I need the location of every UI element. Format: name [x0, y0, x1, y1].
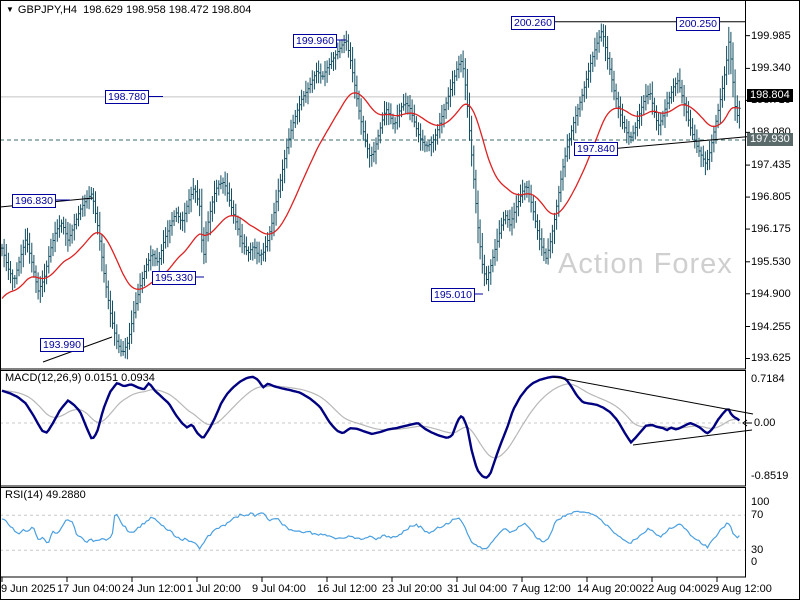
time-axis-label-2[interactable]: 24 Jun 12:00: [122, 583, 186, 595]
time-axis-label-7[interactable]: 31 Jul 04:00: [447, 583, 507, 595]
price-annotation-200-260[interactable]: 200.260: [511, 16, 555, 30]
price-axis-label-194.255[interactable]: 194.255: [751, 320, 791, 333]
time-axis-label-5[interactable]: 16 Jul 12:00: [317, 583, 377, 595]
macd-indicator-label: MACD(12,26,9) 0.0151 0.0934: [5, 372, 155, 384]
ohlc-values: 198.629 198.958 198.472 198.804: [83, 4, 252, 16]
macd-current-marker: [742, 419, 752, 427]
time-axis-label-4[interactable]: 9 Jul 04:00: [252, 583, 306, 595]
price-axis-label-197.435[interactable]: 197.435: [751, 159, 791, 172]
watermark: Action Forex: [558, 248, 733, 280]
chart-title: ▼ GBPJPY,H4 198.629 198.958 198.472 198.8…: [6, 4, 251, 16]
price-annotation-196-830[interactable]: 196.830: [12, 194, 56, 208]
macd-scale-zero[interactable]: 0.00: [754, 417, 776, 429]
time-axis-label-11[interactable]: 29 Aug 12:00: [707, 583, 772, 595]
macd-scale-max[interactable]: 0.7184: [751, 372, 785, 385]
rsi-indicator-label: RSI(14) 49.2880: [5, 489, 86, 501]
time-axis-label-0[interactable]: 9 Jun 2025: [1, 583, 56, 595]
time-axis-label-6[interactable]: 23 Jul 20:00: [382, 583, 442, 595]
time-axis-label-9[interactable]: 14 Aug 20:00: [577, 583, 642, 595]
price-annotation-199-960[interactable]: 199.960: [293, 34, 337, 48]
symbol-dropdown-icon[interactable]: ▼: [6, 5, 14, 14]
time-axis-label-1[interactable]: 17 Jun 04:00: [57, 583, 121, 595]
time-axis-label-8[interactable]: 7 Aug 12:00: [512, 583, 571, 595]
ohlc-bars[interactable]: [0, 23, 741, 360]
price-axis-label-196.175[interactable]: 196.175: [751, 223, 791, 236]
price-annotation-200-250[interactable]: 200.250: [676, 17, 720, 31]
price-axis-label-194.900[interactable]: 194.900: [751, 287, 791, 300]
price-axis-label-199.340[interactable]: 199.340: [751, 62, 791, 75]
macd-scale-min[interactable]: -0.8519: [751, 469, 789, 482]
price-annotation-195-010[interactable]: 195.010: [431, 288, 475, 302]
macd-main-line[interactable]: [1, 375, 741, 479]
rsi-scale-30[interactable]: 30: [751, 544, 764, 557]
macd-wedge-line-0[interactable]: [552, 376, 754, 415]
price-axis-label-193.625[interactable]: 193.625: [751, 352, 791, 365]
time-axis-label-10[interactable]: 22 Aug 04:00: [642, 583, 707, 595]
time-axis-label-3[interactable]: 1 Jul 20:00: [187, 583, 241, 595]
price-annotation-193-990[interactable]: 193.990: [40, 338, 84, 352]
rsi-line[interactable]: [1, 510, 740, 551]
price-annotation-195-330[interactable]: 195.330: [152, 271, 196, 285]
macd-signal-line[interactable]: [1, 383, 740, 459]
price-annotation-197-840[interactable]: 197.840: [574, 142, 618, 156]
moving-average-line[interactable]: [1, 92, 740, 299]
rsi-scale-70[interactable]: 70: [751, 509, 764, 522]
price-annotation-198-780[interactable]: 198.780: [105, 90, 149, 104]
symbol-period-label: GBPJPY,H4: [17, 4, 78, 16]
macd-wedge-line-1[interactable]: [632, 429, 753, 446]
alert-level-box: 197.930: [747, 132, 793, 146]
price-axis-label-195.530[interactable]: 195.530: [751, 255, 791, 268]
rsi-scale-0[interactable]: 0: [751, 556, 758, 568]
current-price-box: 198.804: [747, 88, 793, 102]
price-axis-label-199.985[interactable]: 199.985: [751, 29, 791, 42]
price-axis-label-196.805[interactable]: 196.805: [751, 191, 791, 204]
rsi-scale-100[interactable]: 100: [751, 496, 770, 508]
